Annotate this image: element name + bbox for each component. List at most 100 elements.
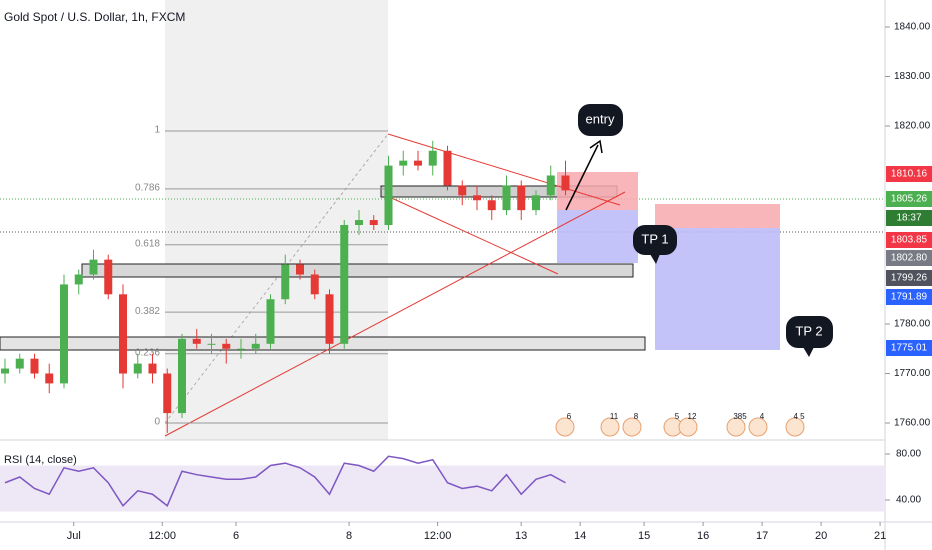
- candle-body: [222, 343, 231, 349]
- candle-body: [60, 284, 68, 384]
- candle-body: [369, 220, 378, 225]
- x-tick-label: Jul: [67, 530, 81, 542]
- x-tick-label: 12:00: [148, 530, 176, 542]
- price-label-box: [886, 250, 932, 266]
- event-label: 5: [675, 412, 680, 421]
- y-tick-label: 1760.00: [894, 418, 931, 429]
- candle-body: [148, 363, 157, 374]
- price-label: 1803.85: [891, 235, 928, 246]
- rsi-tick-label: 40.00: [896, 495, 921, 506]
- candle-body: [281, 264, 290, 300]
- fib-label: 0: [154, 417, 160, 428]
- stop-zone: [655, 204, 780, 228]
- target-zone: [655, 228, 780, 350]
- x-tick-label: 17: [756, 530, 768, 542]
- y-tick-label: 1840.00: [894, 22, 931, 33]
- candle-body: [89, 259, 98, 275]
- x-tick-label: 6: [233, 530, 239, 542]
- candle-body: [502, 185, 511, 211]
- price-label: 1810.16: [891, 169, 928, 180]
- rsi-band: [0, 465, 885, 512]
- candle-body: [119, 294, 127, 374]
- callout: [578, 104, 623, 136]
- price-label: 1775.01: [891, 343, 928, 354]
- event-label: 8: [634, 412, 639, 421]
- price-label-box: [886, 166, 932, 182]
- event-icon: [555, 417, 575, 437]
- candle-body: [296, 264, 304, 275]
- candle-body: [458, 185, 467, 196]
- x-tick-label: 14: [574, 530, 586, 542]
- candle-body: [517, 185, 526, 211]
- price-label-box: [886, 191, 932, 207]
- y-tick-label: 1830.00: [894, 71, 931, 82]
- fib-label: 0.382: [135, 306, 160, 317]
- annotation: TP 1: [641, 231, 668, 246]
- event-label: 6: [567, 412, 572, 421]
- price-label-box: [886, 210, 932, 226]
- event-icon: [622, 417, 642, 437]
- x-tick-label: 21: [874, 530, 886, 542]
- annotation: entry: [586, 111, 615, 126]
- chart-title: Gold Spot / U.S. Dollar, 1h, FXCM: [4, 10, 185, 24]
- candle-body: [340, 225, 349, 344]
- candle-body: [546, 175, 555, 196]
- callout: [633, 225, 677, 255]
- candle-body: [237, 348, 245, 350]
- candle-body: [74, 274, 83, 285]
- candle-body: [251, 343, 260, 349]
- event-label: 11: [610, 412, 619, 421]
- rsi-tick-label: 80.00: [896, 449, 921, 460]
- x-tick-label: 13: [515, 530, 527, 542]
- event-label: 4: [760, 412, 765, 421]
- candle-body: [532, 195, 540, 211]
- price-label: 1802.80: [891, 253, 928, 264]
- candle-body: [45, 373, 54, 384]
- candle-body: [266, 299, 275, 344]
- event-icon: [785, 417, 805, 437]
- candle-body: [487, 200, 496, 211]
- candle-body: [178, 338, 186, 414]
- annotation: TP 2: [795, 323, 822, 338]
- fib-trend: [164, 133, 389, 424]
- y-tick-label: 1770.00: [894, 368, 931, 379]
- rsi-title: RSI (14, close): [4, 454, 77, 466]
- candle-body: [192, 338, 201, 344]
- price-label: 1805.26: [891, 194, 928, 205]
- price-label-box: [886, 270, 932, 286]
- candle-body: [443, 150, 452, 186]
- candle-body: [1, 368, 9, 374]
- entry-arrow: [565, 144, 599, 211]
- x-tick-label: 12:00: [424, 530, 452, 542]
- candle-body: [399, 160, 408, 166]
- channel-line: [384, 194, 559, 275]
- x-tick-label: 20: [815, 530, 827, 542]
- candle-body: [207, 343, 216, 345]
- callout-tail: [803, 347, 814, 357]
- candle-body: [561, 175, 570, 191]
- x-tick-label: 16: [697, 530, 709, 542]
- candle-body: [414, 160, 422, 166]
- fib-label: 0.618: [135, 238, 160, 249]
- fib-label: 0.786: [135, 183, 160, 194]
- price-label: 18:37: [896, 213, 921, 224]
- event-icon: [678, 417, 698, 437]
- arrow-head: [589, 139, 603, 154]
- zone: [0, 336, 646, 351]
- candle-body: [384, 165, 393, 225]
- zone: [81, 263, 634, 278]
- event-icon: [600, 417, 620, 437]
- price-label-box: [886, 340, 932, 356]
- y-tick-label: 1820.00: [894, 121, 931, 132]
- candle-body: [104, 259, 113, 295]
- y-tick-label: 1780.00: [894, 319, 931, 330]
- candle-body: [310, 274, 319, 295]
- candle-body: [428, 150, 437, 166]
- event-icon: [748, 417, 768, 437]
- x-tick-label: 8: [346, 530, 352, 542]
- fib-label: 0.236: [135, 347, 160, 358]
- fib-background: [165, 0, 388, 440]
- event-icon: [726, 417, 746, 437]
- event-label: 12: [688, 412, 697, 421]
